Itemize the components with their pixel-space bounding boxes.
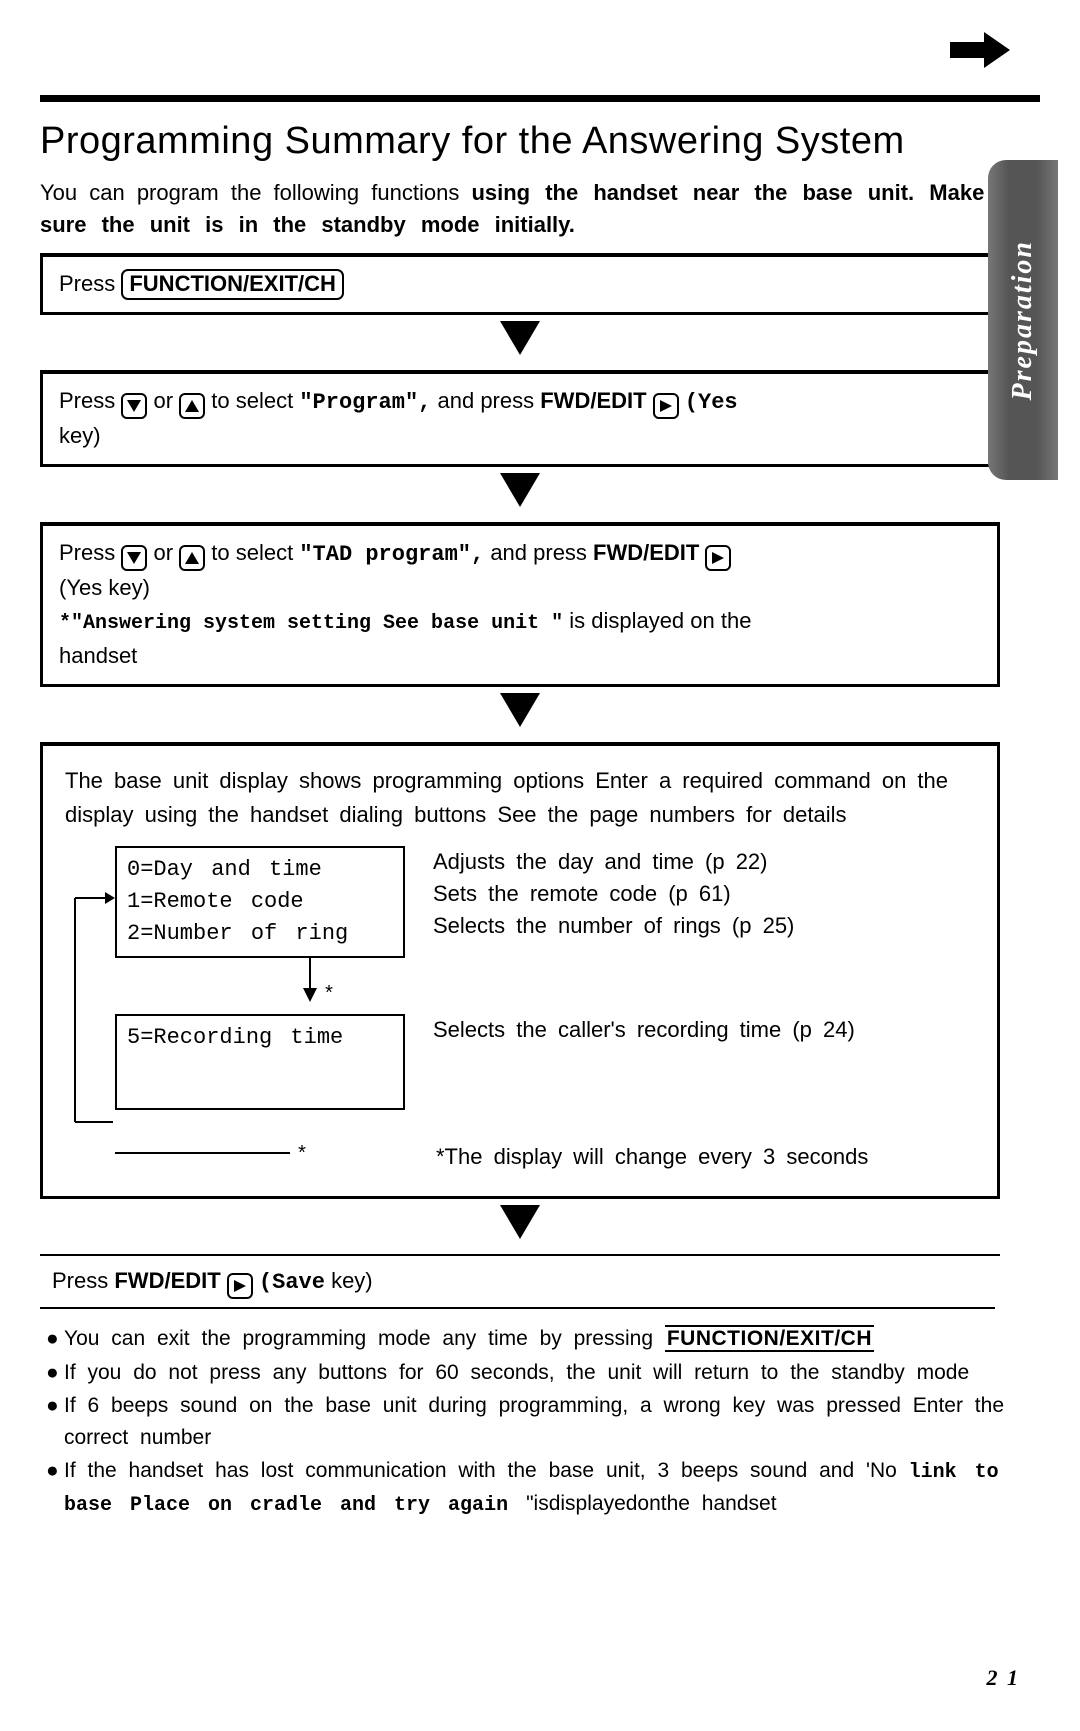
down-key-icon: [121, 545, 147, 571]
section-tab: Preparation: [988, 160, 1058, 480]
section-tab-label: Preparation: [1007, 240, 1039, 400]
options-para: The base unit display shows programming …: [65, 764, 975, 832]
function-exit-ch-key: FUNCTION/EXIT/CH: [121, 269, 344, 300]
footnote-text: *The display will change every 3 seconds: [436, 1140, 868, 1174]
step3-andpress: and press: [490, 540, 593, 565]
step2-andpress: and press: [438, 388, 541, 413]
step3-fwd: FWD/EDIT: [593, 540, 705, 565]
page-number: 2 1: [987, 1665, 1021, 1691]
step1-press: Press: [59, 271, 121, 296]
note-4: ● If the handset has lost communication …: [46, 1455, 1040, 1521]
step3-yesline: (Yes key): [59, 575, 150, 600]
play-key-icon: [705, 545, 731, 571]
options-box: The base unit display shows programming …: [40, 742, 1000, 1199]
step3-msg-tail: is displayed on the: [569, 608, 751, 633]
flow-arrow-icon: [40, 691, 1000, 736]
desc-recording-time: Selects the caller's recording time (p 2…: [433, 1014, 855, 1046]
page-title: Programming Summary for the Answering Sy…: [40, 120, 1040, 163]
note-1: ● You can exit the programming mode any …: [46, 1323, 1040, 1355]
step2-yes: (Yes: [685, 390, 738, 415]
lcd-display-1: 0=Day and time 1=Remote code 2=Number of…: [115, 846, 405, 958]
step3-msg-mono: *"Answering system setting See base unit…: [59, 612, 563, 635]
function-exit-ch-label: FUNCTION/EXIT/CH: [665, 1325, 874, 1352]
option-row-2: 5=Recording time Selects the caller's re…: [115, 1014, 975, 1110]
flow-arrow-icon: [40, 471, 1000, 516]
step3-or: or: [153, 540, 179, 565]
step2-fwd: FWD/EDIT: [540, 388, 652, 413]
step3-msg-tail2: handset: [59, 643, 137, 668]
lcd-display-2: 5=Recording time: [115, 1014, 405, 1110]
step2-or: or: [153, 388, 179, 413]
step3-select: to select: [211, 540, 299, 565]
flow-arrow-icon: [40, 1203, 1000, 1248]
play-key-icon: [227, 1273, 253, 1299]
step-1-box: Press FUNCTION/EXIT/CH: [40, 253, 1000, 315]
save-fwd: FWD/EDIT: [114, 1268, 226, 1293]
footnote-row: * *The display will change every 3 secon…: [115, 1140, 975, 1174]
up-key-icon: [179, 545, 205, 571]
continue-arrow-icon: [950, 30, 1010, 75]
up-key-icon: [179, 393, 205, 419]
down-key-icon: [121, 393, 147, 419]
note3-text: If 6 beeps sound on the base unit during…: [64, 1390, 1040, 1453]
loop-arrow-icon: [65, 854, 115, 1134]
step2-select: to select: [211, 388, 299, 413]
desc-number-ring: Selects the number of rings (p 25): [433, 910, 794, 942]
option-desc-2: Selects the caller's recording time (p 2…: [433, 1014, 855, 1046]
note2-text: If you do not press any buttons for 60 s…: [64, 1357, 1040, 1389]
intro-plain: You can program the following functions: [40, 180, 471, 205]
note-2: ● If you do not press any buttons for 60…: [46, 1357, 1040, 1389]
step2-program-literal: "Program",: [299, 390, 431, 415]
svg-text:*: *: [323, 984, 335, 1007]
footnote-star: *: [296, 1140, 316, 1174]
step3-press: Press: [59, 540, 121, 565]
lcd-transition-arrow: *: [115, 958, 455, 1014]
note4-a: If the handset has lost communication wi…: [64, 1459, 909, 1482]
option-row-1: 0=Day and time 1=Remote code 2=Number of…: [115, 846, 975, 958]
rule: [40, 1254, 1000, 1256]
intro-text: You can program the following functions …: [40, 177, 1040, 241]
play-key-icon: [653, 393, 679, 419]
note-3: ● If 6 beeps sound on the base unit duri…: [46, 1390, 1040, 1453]
flow-arrow-icon: [40, 319, 1000, 364]
step-3-box: Press or to select "TAD program", and pr…: [40, 522, 1000, 687]
option-desc-1: Adjusts the day and time (p 22) Sets the…: [433, 846, 794, 942]
note4-b: "isdisplayedonthe handset: [526, 1492, 776, 1515]
notes-list: ● You can exit the programming mode any …: [40, 1323, 1040, 1521]
save-step: Press FWD/EDIT (Save key): [40, 1260, 995, 1309]
save-press: Press: [52, 1268, 114, 1293]
note1-a: You can exit the programming mode any ti…: [64, 1327, 665, 1350]
step2-press: Press: [59, 388, 121, 413]
step-2-box: Press or to select "Program", and press …: [40, 370, 1000, 467]
save-literal: (Save: [259, 1270, 325, 1295]
save-tail: key): [331, 1268, 373, 1293]
step2-keytail: key): [59, 423, 101, 448]
desc-day-time: Adjusts the day and time (p 22): [433, 846, 794, 878]
top-rule: [40, 95, 1040, 102]
desc-remote-code: Sets the remote code (p 61): [433, 878, 794, 910]
step3-tad-literal: "TAD program",: [299, 542, 484, 567]
